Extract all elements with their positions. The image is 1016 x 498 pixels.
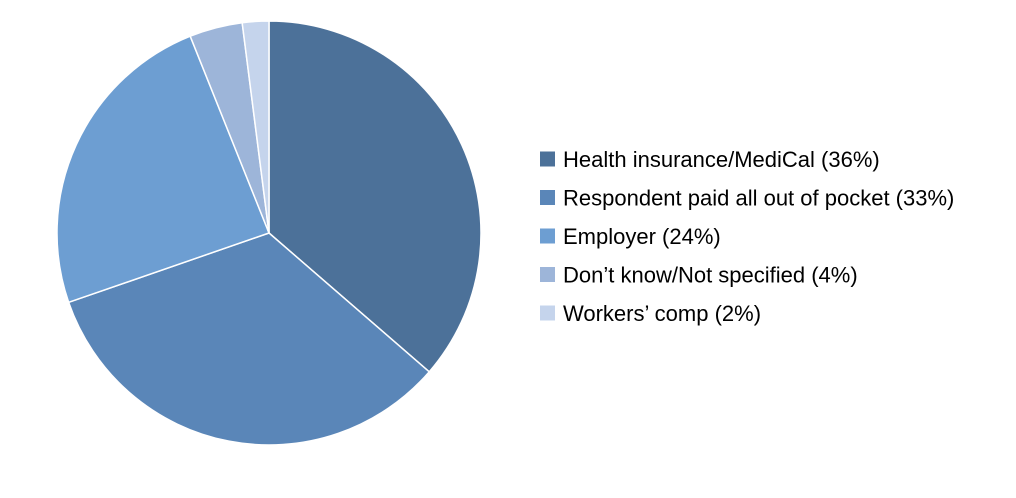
legend-label-2: Employer (24%): [563, 224, 721, 249]
legend-label-0: Health insurance/MediCal (36%): [563, 147, 880, 172]
legend-swatch-4: [540, 305, 555, 321]
pie-slice-4: [241, 20, 270, 234]
legend-swatch-2: [540, 228, 555, 244]
pie-slice-2: [56, 35, 270, 304]
legend-label-3: Don’t know/Not specified (4%): [563, 263, 858, 288]
legend-label-1: Respondent paid all out of pocket (33%): [563, 186, 954, 211]
legend-swatch-1: [540, 190, 555, 205]
legend-swatch-3: [540, 267, 555, 282]
pie-slices: [56, 20, 482, 446]
legend: Health insurance/MediCal (36%) Respondent…: [540, 147, 954, 326]
legend-label-4: Workers’ comp (2%): [563, 301, 761, 326]
pie-slice-1: [67, 232, 430, 446]
legend-swatch-0: [540, 151, 555, 167]
pie-slice-0: [268, 20, 482, 373]
